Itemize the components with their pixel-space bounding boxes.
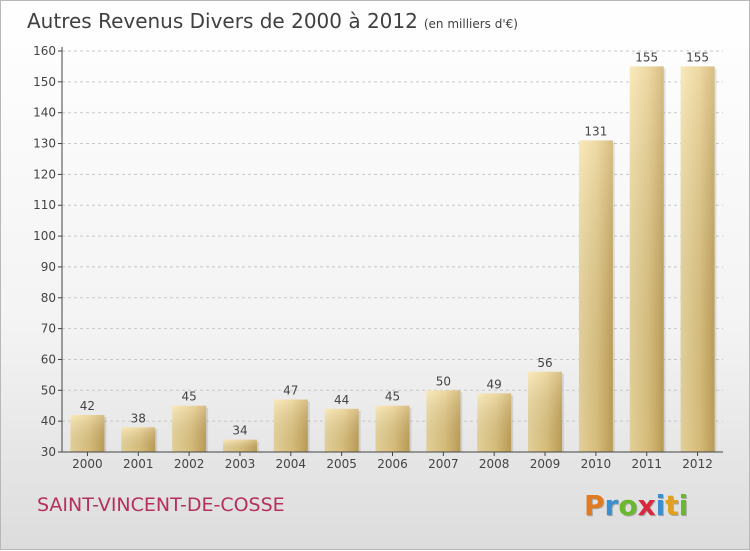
- x-tick-label: 2002: [174, 457, 205, 471]
- x-tick-label: 2006: [377, 457, 408, 471]
- bar-shade: [426, 390, 461, 452]
- y-tick-label: 60: [41, 352, 56, 366]
- y-tick-label: 150: [33, 75, 56, 89]
- y-tick-label: 50: [41, 383, 56, 397]
- x-tick-label: 2000: [72, 457, 103, 471]
- data-label: 45: [385, 390, 400, 404]
- bar-shade: [121, 427, 156, 452]
- y-tick-label: 130: [33, 137, 56, 151]
- data-label: 50: [436, 374, 451, 388]
- bar-shade: [70, 414, 105, 452]
- logo-letter: i: [678, 489, 689, 522]
- logo-letter: i: [655, 489, 666, 522]
- data-label: 45: [181, 390, 196, 404]
- bar-shade: [375, 405, 410, 452]
- y-tick-label: 110: [33, 198, 56, 212]
- bar-shade: [172, 405, 207, 452]
- y-tick-label: 140: [33, 106, 56, 120]
- data-label: 155: [635, 50, 658, 64]
- y-tick-label: 100: [33, 229, 56, 243]
- bars-layer: 42 38 45 34 47 44 45 50 49 56 131 155 155: [70, 50, 717, 452]
- x-tick-label: 2011: [631, 457, 662, 471]
- y-tick-label: 80: [41, 291, 56, 305]
- bar-shade: [680, 66, 715, 452]
- y-tick-label: 90: [41, 260, 56, 274]
- data-label: 49: [487, 377, 502, 391]
- bar-shade: [528, 371, 563, 452]
- x-tick-label: 2012: [682, 457, 713, 471]
- x-tick-label: 2003: [225, 457, 256, 471]
- bar-shade: [273, 399, 308, 452]
- logo-letter: o: [618, 489, 638, 522]
- bar-shade: [324, 408, 359, 452]
- grid-layer: [62, 50, 723, 422]
- x-tick-label: 2001: [123, 457, 154, 471]
- chart-title-text: Autres Revenus Divers de 2000 à 2012: [27, 9, 418, 33]
- data-label: 47: [283, 384, 298, 398]
- data-label: 44: [334, 393, 349, 407]
- x-tick-label: 2010: [581, 457, 612, 471]
- place-name: SAINT-VINCENT-DE-COSSE: [37, 494, 285, 516]
- y-tick-label: 40: [41, 414, 56, 428]
- data-label: 155: [686, 50, 709, 64]
- logo-letter: P: [584, 489, 605, 522]
- bar-shade: [629, 66, 664, 452]
- axis-layer: 30 40 50 60 70 80 90 100 110 120 130 140 150 160 2000 2…: [33, 44, 723, 471]
- bar-shade: [222, 439, 257, 452]
- proxiti-logo: Proxiti: [584, 489, 688, 522]
- data-label: 131: [584, 124, 607, 138]
- chart-subtitle: (en milliers d'€): [423, 17, 518, 31]
- bar-shade: [477, 393, 512, 452]
- y-tick-label: 120: [33, 167, 56, 181]
- data-label: 38: [131, 411, 146, 425]
- logo-letter: x: [637, 489, 656, 522]
- x-tick-label: 2007: [428, 457, 459, 471]
- x-tick-label: 2008: [479, 457, 510, 471]
- x-tick-label: 2004: [276, 457, 307, 471]
- logo-letter: t: [665, 489, 679, 522]
- data-label: 42: [80, 399, 95, 413]
- x-tick-label: 2009: [530, 457, 561, 471]
- data-label: 34: [232, 424, 247, 438]
- chart-title: Autres Revenus Divers de 2000 à 2012 (en …: [27, 9, 518, 33]
- y-tick-label: 30: [41, 445, 56, 459]
- y-tick-label: 70: [41, 322, 56, 336]
- bar-shade: [578, 140, 613, 452]
- data-label: 56: [537, 356, 552, 370]
- x-tick-label: 2005: [326, 457, 357, 471]
- logo-letter: r: [604, 489, 619, 522]
- y-tick-label: 160: [33, 44, 56, 58]
